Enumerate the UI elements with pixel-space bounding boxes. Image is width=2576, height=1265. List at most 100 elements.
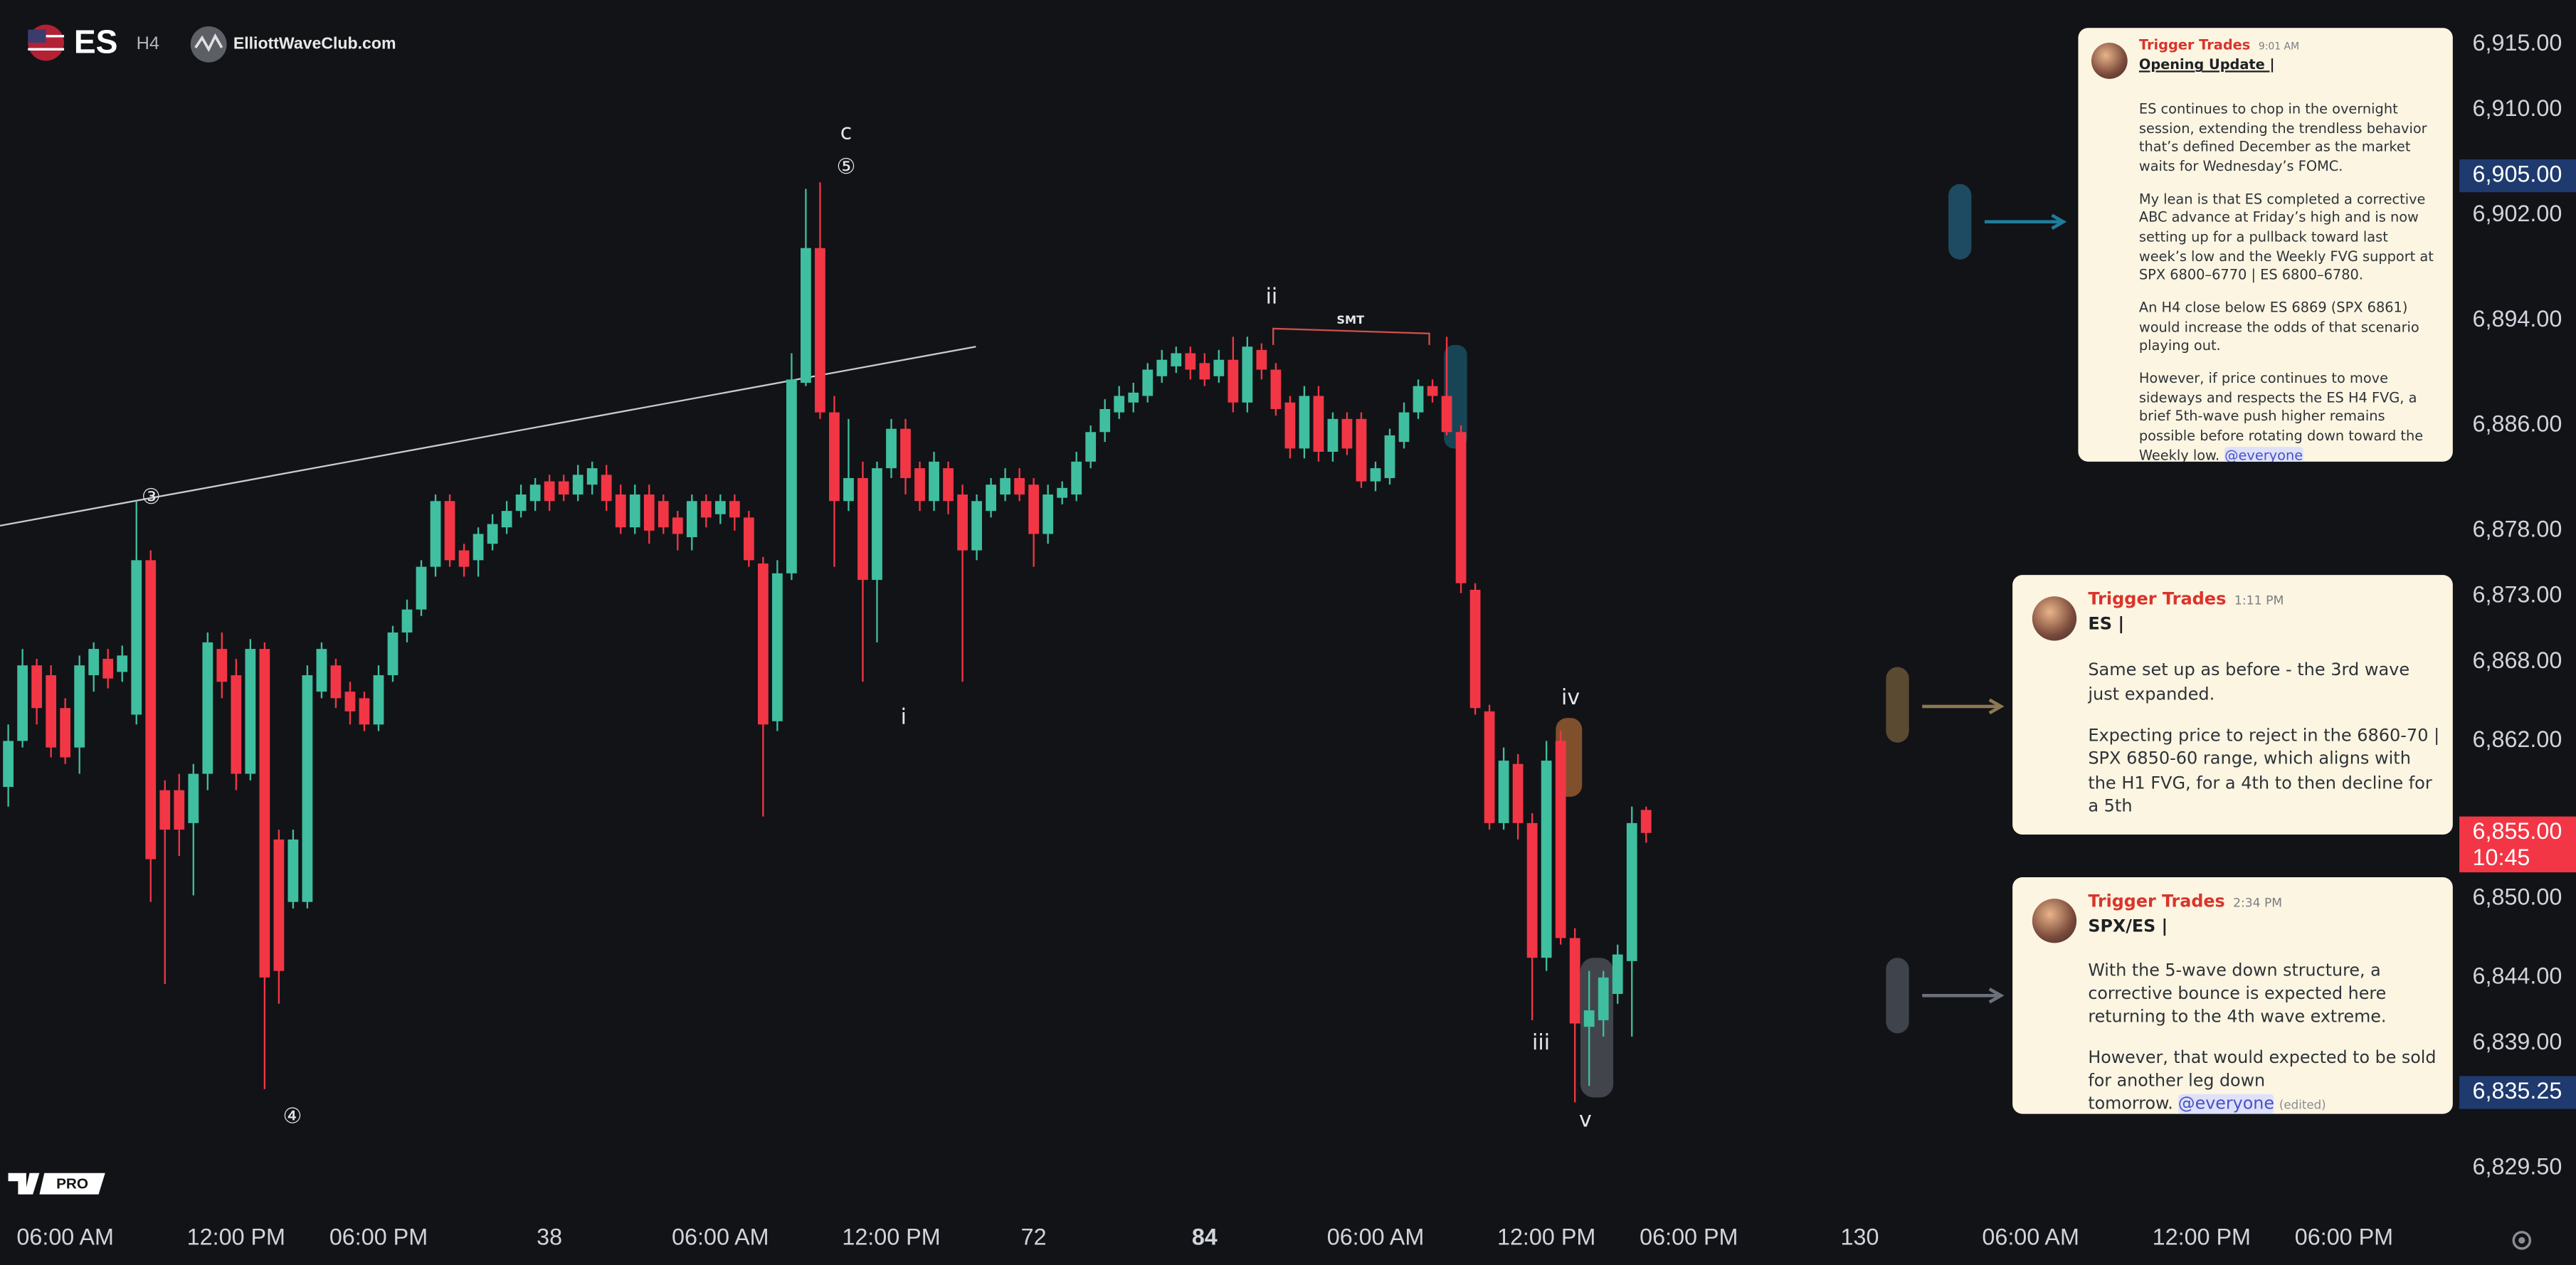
timestamp: 1:11 PM — [2234, 592, 2284, 608]
candle-body — [501, 511, 512, 528]
paragraph: However, if price continues to move side… — [2139, 370, 2435, 462]
mention: @everyone — [2224, 446, 2303, 462]
paragraph-text: However, that would expected to be sold … — [2088, 1047, 2437, 1114]
x-tick-label: 12:00 PM — [187, 1224, 285, 1250]
candle-body — [872, 468, 882, 581]
x-tick-label: 12:00 PM — [1497, 1224, 1595, 1250]
pointer-arrow — [1984, 213, 2067, 230]
candle-body — [1498, 761, 1509, 823]
candle-body — [1042, 494, 1054, 534]
candle-body — [771, 573, 783, 721]
candle-body — [1171, 353, 1182, 366]
x-tick-label: 130 — [1841, 1224, 1879, 1250]
candle-body — [971, 501, 982, 551]
candle-body — [1384, 435, 1395, 478]
candle-body — [1484, 711, 1495, 823]
candle-body — [1341, 418, 1353, 449]
candle-body — [231, 675, 242, 774]
edited: (edited) — [2279, 1098, 2326, 1113]
x-tick-label: 06:00 AM — [672, 1224, 769, 1250]
candle-body — [387, 632, 398, 676]
candle-body — [273, 839, 285, 971]
candle-body — [729, 501, 740, 518]
candle-body — [174, 790, 185, 830]
candle-body — [1000, 477, 1011, 495]
wave-label: iv — [1561, 685, 1580, 710]
settings-icon[interactable] — [2512, 1231, 2532, 1250]
x-tick-label: 72 — [1021, 1224, 1047, 1250]
flag-canton — [28, 29, 46, 43]
candle-body — [74, 665, 85, 748]
x-tick-label: 06:00 PM — [1640, 1224, 1738, 1250]
paragraph-text: Same set up as before - the 3rd wave jus… — [2088, 660, 2410, 704]
brand: ElliottWaveClub.com — [233, 33, 396, 52]
price-tag: 6,905.00 — [2473, 162, 2562, 187]
candle-body — [529, 485, 541, 502]
candle-body — [3, 741, 14, 788]
message-body: Same set up as before - the 3rd wave jus… — [2088, 659, 2443, 835]
candle-body — [1299, 396, 1310, 449]
candle-body — [757, 563, 769, 725]
trend-line — [0, 346, 976, 527]
candle-body — [1370, 468, 1381, 482]
candle-body — [1441, 396, 1452, 433]
candle-body — [1071, 461, 1082, 495]
wave-label: SMT — [1336, 313, 1364, 327]
candle-body — [102, 658, 114, 679]
x-tick-label: 84 — [1192, 1224, 1218, 1250]
message-title: Opening Update | — [2138, 55, 2275, 73]
candle-body — [857, 477, 868, 581]
candle-body — [1057, 487, 1068, 498]
candle-body — [1099, 408, 1111, 433]
price-tag-bg — [2459, 159, 2576, 193]
candle-body — [1640, 810, 1652, 833]
settings-dot — [2518, 1237, 2525, 1244]
paragraph-text: An H4 close below ES 6869 (SPX 6861) wou… — [2138, 299, 2419, 354]
candle-body — [914, 468, 925, 502]
message-card: Trigger Trades 9:01 AM Opening Update | ES … — [2078, 28, 2453, 462]
y-tick-label: 6,829.50 — [2473, 1153, 2562, 1179]
candle-body — [1583, 1010, 1595, 1027]
candle-body — [1284, 402, 1296, 449]
author: Trigger Trades — [2088, 589, 2227, 609]
candle-body — [216, 649, 228, 682]
candle-body — [1427, 386, 1438, 396]
candle-body — [1256, 349, 1267, 370]
candle-body — [1327, 418, 1339, 452]
candle-body — [430, 501, 441, 567]
candle-body — [1469, 589, 1481, 709]
candle-body — [302, 675, 313, 902]
candle-body — [316, 649, 327, 692]
candle-body — [586, 468, 598, 485]
candle-body — [359, 698, 370, 725]
pointer-pill — [1948, 184, 1972, 260]
candle-body — [202, 642, 213, 774]
candle-body — [1313, 396, 1324, 452]
x-tick-label: 12:00 PM — [2153, 1224, 2251, 1250]
tv-logo: PRO — [8, 1173, 105, 1195]
candle-body — [843, 477, 854, 502]
y-tick-label: 6,894.00 — [2473, 306, 2562, 332]
candle-body — [601, 475, 612, 502]
candle-body — [1213, 359, 1225, 376]
x-tick-label: 06:00 PM — [329, 1224, 428, 1250]
pointer-arrow — [1922, 988, 2005, 1004]
candle-body — [373, 675, 384, 725]
candle-body — [1270, 369, 1282, 409]
price-tag: 6,855.00 — [2473, 818, 2562, 844]
x-tick-label: 06:00 AM — [1327, 1224, 1425, 1250]
candle-body — [1028, 485, 1040, 534]
paragraph: Expecting price to reject in the 6860-70… — [2088, 724, 2443, 820]
brand-logo-wave — [194, 33, 223, 53]
pointer-pill — [1886, 958, 1909, 1034]
timestamp: 9:01 AM — [2258, 41, 2300, 53]
candle-body — [658, 501, 669, 528]
y-tick-label: 6,850.00 — [2473, 884, 2562, 910]
candle-body — [245, 649, 256, 774]
message-title: SPX/ES | — [2088, 916, 2168, 936]
y-tick-label: 6,902.00 — [2473, 201, 2562, 226]
candle-body — [743, 517, 754, 561]
interval: H4 — [137, 33, 159, 53]
candle-body — [1413, 386, 1424, 413]
message-card: Trigger Trades 1:11 PM ES | Same set up as … — [2012, 575, 2453, 835]
